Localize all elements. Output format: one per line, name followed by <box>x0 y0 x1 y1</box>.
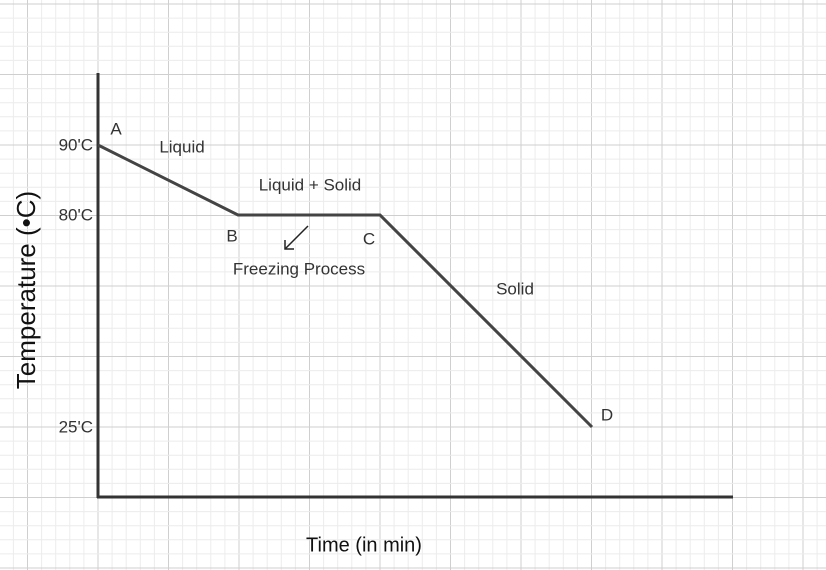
point-label: D <box>601 405 613 424</box>
x-title: Time (in min) <box>306 534 422 556</box>
y-label: 80'C <box>59 205 93 224</box>
phase-label: Solid <box>496 279 534 298</box>
phase-label: Liquid + Solid <box>259 175 362 194</box>
phase-label: Liquid <box>159 137 204 156</box>
cooling-curve <box>97 143 594 429</box>
annotation: Freezing Process <box>233 259 365 278</box>
y-label: 90'C <box>59 135 93 154</box>
arrow-head <box>284 240 294 250</box>
y-label: 25'C <box>59 417 93 436</box>
point-label: A <box>110 119 122 138</box>
point-label: C <box>363 229 375 248</box>
y-title: Temperature (•C) <box>11 191 41 389</box>
point-label: B <box>226 226 237 245</box>
arrow <box>284 225 309 250</box>
